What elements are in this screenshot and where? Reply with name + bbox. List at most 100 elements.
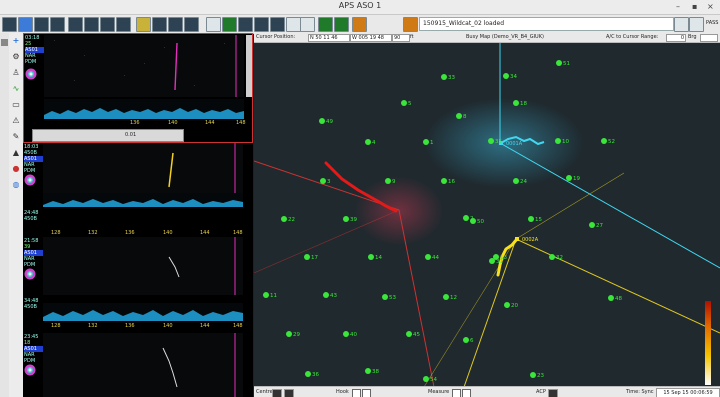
record-icon[interactable] — [270, 17, 285, 32]
spectrum-icon[interactable] — [100, 17, 115, 32]
panel-toolbar[interactable]: 0.01 — [32, 129, 184, 142]
spectrum-display[interactable] — [43, 303, 243, 321]
sonobuoy-marker[interactable]: 8 — [456, 113, 467, 120]
close-button[interactable]: × — [707, 2, 714, 11]
sonobuoy-marker[interactable]: 44 — [425, 254, 439, 261]
warning-icon[interactable]: ⚠ — [12, 116, 20, 125]
measure-icon[interactable] — [452, 389, 461, 397]
signal-icon[interactable]: ∿ — [12, 84, 20, 93]
sonobuoy-marker[interactable]: 49 — [319, 118, 333, 125]
scrollbar[interactable] — [246, 35, 252, 97]
acp-icon[interactable] — [548, 389, 558, 397]
sonobuoy-marker[interactable]: 5 — [401, 100, 412, 107]
sonobuoy-marker[interactable]: 17 — [304, 254, 318, 261]
cyan-track[interactable] — [500, 135, 545, 146]
sonobuoy-marker[interactable]: 34 — [503, 73, 517, 80]
sonobuoy-marker[interactable]: 3 — [320, 178, 331, 185]
hook-icon[interactable] — [362, 389, 371, 397]
forward-icon[interactable] — [403, 17, 418, 32]
centre-icon[interactable] — [284, 389, 294, 397]
sonobuoy-marker[interactable]: 53 — [382, 294, 396, 301]
hook-icon[interactable] — [352, 389, 361, 397]
yellow-track[interactable] — [496, 237, 519, 277]
color-wheel-icon[interactable] — [24, 268, 36, 280]
cross-icon[interactable] — [222, 17, 237, 32]
waterfall-icon[interactable] — [116, 17, 131, 32]
sonobuoy-marker[interactable]: 10 — [555, 138, 569, 145]
acoustic-panel[interactable]: 24:48 450B 128 132 136 140 144 148 — [23, 209, 253, 237]
monitor-icon[interactable] — [18, 17, 33, 32]
acoustic-panel[interactable]: 03:18 25 AS01 NAR PDM 136 140 144 148 — [23, 33, 253, 143]
sonobuoy-marker[interactable]: 15 — [528, 216, 542, 223]
spectrum-display[interactable] — [43, 193, 243, 207]
track-marker[interactable] — [515, 237, 519, 241]
sonobuoy-marker[interactable]: 27 — [589, 222, 603, 229]
sonobuoy-marker[interactable]: 39 — [343, 216, 357, 223]
acoustic-panel[interactable]: 18:03 450B AS01 NAR PDM — [23, 143, 253, 209]
sonobuoy-marker[interactable]: 18 — [513, 100, 527, 107]
maximize-button[interactable]: ▪ — [692, 2, 698, 11]
layers-icon[interactable] — [254, 17, 269, 32]
sonobuoy-marker[interactable]: 11 — [263, 292, 277, 299]
sonobuoy-marker[interactable]: 20 — [504, 302, 518, 309]
play-icon[interactable] — [334, 17, 349, 32]
sonobuoy-marker[interactable]: 6 — [463, 337, 474, 344]
color-wheel-icon[interactable] — [24, 364, 36, 376]
sonobuoy-marker[interactable]: 32 — [549, 254, 563, 261]
lofar-display[interactable] — [43, 143, 243, 193]
users-icon[interactable]: ♙ — [12, 68, 20, 77]
sonobuoy-marker[interactable]: 35 — [488, 138, 502, 145]
centre-icon[interactable] — [272, 389, 282, 397]
sonobuoy-marker[interactable]: 36 — [305, 371, 319, 378]
acoustic-panel[interactable]: 23:45 18 AS01 NAR PDM — [23, 333, 253, 397]
globe-icon[interactable]: ◍ — [12, 180, 20, 189]
acoustic-panel[interactable]: 34:48 450B 128 132 136 140 144 148 — [23, 297, 253, 333]
sonobuoy-marker[interactable]: 22 — [281, 216, 295, 223]
stop-icon[interactable] — [352, 17, 367, 32]
sonobuoy-marker[interactable]: 29 — [286, 331, 300, 338]
minimize-button[interactable]: – — [676, 2, 680, 11]
gear-icon[interactable]: ⚙ — [12, 52, 20, 61]
red-track[interactable] — [324, 161, 398, 213]
alert-icon[interactable] — [689, 17, 704, 32]
sonobuoy-marker[interactable]: 4 — [365, 139, 376, 146]
sonobuoy-marker[interactable]: 43 — [323, 292, 337, 299]
sonobuoy-marker[interactable]: 54 — [423, 376, 437, 383]
sonobuoy-marker[interactable]: 38 — [365, 368, 379, 375]
sonobuoy-marker[interactable]: 23 — [530, 372, 544, 379]
sonobuoy-marker[interactable]: 45 — [406, 331, 420, 338]
screen-icon[interactable]: ▭ — [12, 100, 20, 109]
sonobuoy-marker[interactable]: 51 — [556, 60, 570, 67]
lofar-display[interactable] — [44, 35, 244, 97]
sonobuoy-marker[interactable]: 52 — [601, 138, 615, 145]
sonobuoy-marker[interactable]: 31 — [489, 258, 503, 265]
color-wheel-icon[interactable] — [25, 68, 37, 80]
sonobuoy-marker[interactable]: 40 — [343, 331, 357, 338]
camera-icon[interactable] — [50, 17, 65, 32]
pen-icon[interactable]: ✎ — [12, 132, 20, 141]
tactical-map[interactable]: Cursor Position: N 50 11 46 W 005 19 48 … — [254, 33, 720, 397]
bars-icon[interactable] — [136, 17, 151, 32]
tactical-icon[interactable] — [238, 17, 253, 32]
sonobuoy-marker[interactable]: 12 — [443, 294, 457, 301]
rewind-icon[interactable] — [318, 17, 333, 32]
layout-icon[interactable] — [2, 17, 17, 32]
handle-icon[interactable] — [1, 39, 8, 46]
record-icon[interactable]: ● — [12, 164, 20, 173]
color-wheel-icon[interactable] — [24, 174, 36, 186]
grid-view-icon[interactable] — [34, 17, 49, 32]
sonobuoy-marker[interactable]: 50 — [470, 218, 484, 225]
filter-icon[interactable] — [168, 17, 183, 32]
spectrum-display[interactable] — [44, 99, 244, 119]
lofar-display[interactable] — [43, 333, 243, 397]
triangle-icon[interactable]: ▲ — [12, 148, 20, 157]
add-icon[interactable]: + — [12, 36, 20, 45]
lofar-view-icon[interactable] — [68, 17, 83, 32]
sonobuoy-marker[interactable]: 24 — [513, 178, 527, 185]
sonobuoy-marker[interactable]: 33 — [441, 74, 455, 81]
track-marker[interactable] — [499, 141, 503, 145]
sonobuoy-marker[interactable]: 13 — [493, 254, 507, 261]
sonobuoy-marker[interactable]: 19 — [566, 175, 580, 182]
lofar-display[interactable] — [43, 237, 243, 295]
